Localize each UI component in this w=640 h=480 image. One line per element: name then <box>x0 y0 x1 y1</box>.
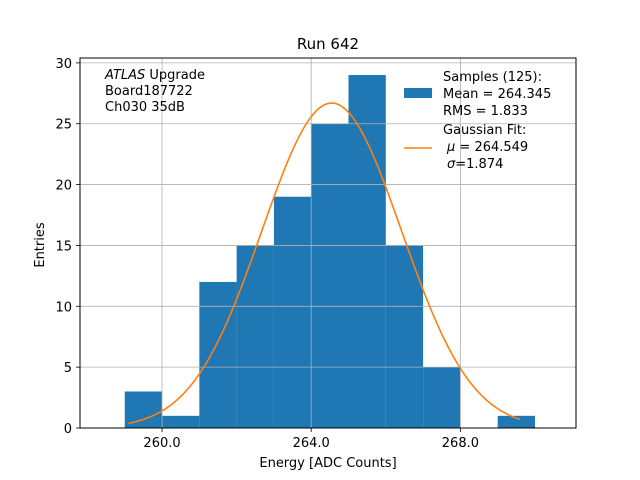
y-tick-label-4: 20 <box>55 179 72 194</box>
histogram-bar-1 <box>162 415 200 428</box>
histogram-bar-8 <box>423 367 461 428</box>
legend-hist-text-1: Mean = 264.345 <box>443 87 551 102</box>
y-tick-label-0: 0 <box>64 422 72 437</box>
histogram-bar-3 <box>236 245 274 428</box>
x-axis-ticks: 260.0 264.0 268.0 <box>143 428 479 451</box>
histogram-bar-2 <box>199 281 237 428</box>
legend-fit-text-2: σ=1.874 <box>447 157 503 172</box>
y-tick-label-6: 30 <box>55 57 72 72</box>
annotation-line-0: ATLAS Upgrade <box>104 68 205 83</box>
legend-hist-text-0: Samples (125): <box>443 70 542 85</box>
y-tick-label-2: 10 <box>55 300 72 315</box>
histogram-bar-6 <box>348 75 386 428</box>
histogram-bar-4 <box>273 196 312 428</box>
legend-fit-text-0: Gaussian Fit: <box>443 123 526 138</box>
y-tick-label-1: 5 <box>64 361 72 376</box>
histogram-bar-0 <box>124 391 163 428</box>
legend-fit-text-1: μ = 264.549 <box>446 140 528 155</box>
plot-frame <box>79 57 577 429</box>
x-tick-label-2: 268.0 <box>442 436 479 451</box>
annotation-line-1: Board187722 <box>105 84 193 99</box>
x-tick-label-1: 264.0 <box>293 436 330 451</box>
annotation-line-2: Ch030 35dB <box>105 100 185 115</box>
atlas-annotation: ATLAS Upgrade Board187722 Ch030 35dB <box>104 68 205 115</box>
fit-curve <box>128 102 521 425</box>
histogram-bars <box>124 75 535 428</box>
legend-hist-swatch <box>404 88 432 98</box>
x-axis-label: Energy [ADC Counts] <box>259 456 396 471</box>
y-axis-ticks: 0 5 10 15 20 25 30 <box>55 57 80 437</box>
legend: Samples (125): Mean = 264.345 RMS = 1.83… <box>404 70 551 172</box>
histogram-bar-5 <box>311 123 349 428</box>
gaussian-fit <box>128 102 521 425</box>
y-axis-label: Entries <box>33 222 48 268</box>
x-tick-label-0: 260.0 <box>143 436 180 451</box>
histogram-bar-7 <box>385 245 424 428</box>
y-tick-label-5: 25 <box>55 118 72 133</box>
chart-title: Run 642 <box>297 35 359 53</box>
legend-hist-text-2: RMS = 1.833 <box>443 104 528 119</box>
histogram-bar-10 <box>497 415 535 428</box>
y-tick-label-3: 15 <box>55 239 72 254</box>
